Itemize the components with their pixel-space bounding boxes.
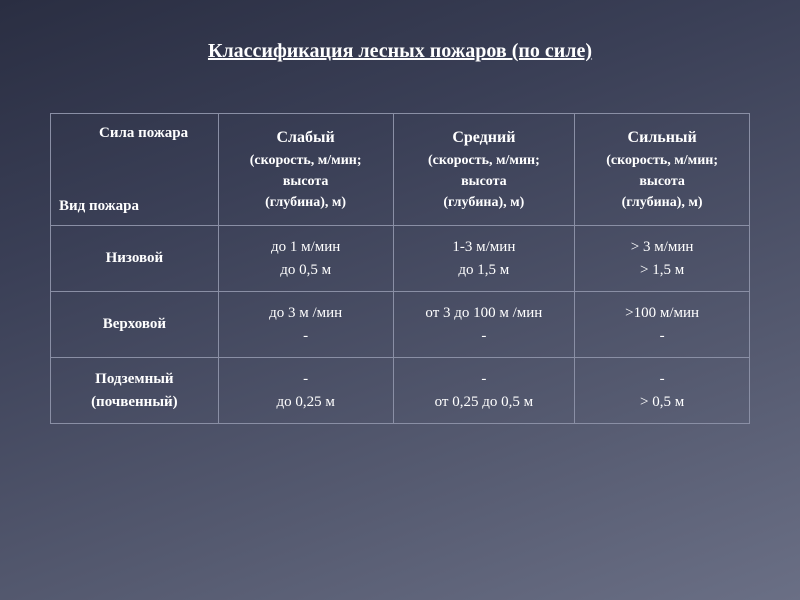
header-medium-main: Средний — [402, 126, 567, 150]
cell-line: >100 м/мин — [583, 302, 741, 325]
header-medium-sub3: (глубина), м) — [402, 192, 567, 213]
table-row: Низовой до 1 м/мин до 0,5 м 1-3 м/мин до… — [51, 226, 750, 292]
cell: до 3 м /мин - — [218, 292, 393, 358]
classification-table: Сила пожара Вид пожара Слабый (скорость,… — [50, 113, 750, 424]
cell: 1-3 м/мин до 1,5 м — [393, 226, 575, 292]
header-weak-sub3: (глубина), м) — [227, 192, 385, 213]
header-weak-sub1: (скорость, м/мин; — [227, 150, 385, 171]
cell-line: - — [227, 325, 385, 348]
header-strong: Сильный (скорость, м/мин; высота (глубин… — [575, 114, 750, 226]
corner-top-label: Сила пожара — [99, 122, 210, 145]
cell-line: 1-3 м/мин — [402, 236, 567, 259]
table-header-row: Сила пожара Вид пожара Слабый (скорость,… — [51, 114, 750, 226]
header-strong-sub2: высота — [583, 171, 741, 192]
header-medium-sub1: (скорость, м/мин; — [402, 150, 567, 171]
header-medium: Средний (скорость, м/мин; высота (глубин… — [393, 114, 575, 226]
row-label-line: (почвенный) — [59, 391, 210, 414]
cell-line: > 3 м/мин — [583, 236, 741, 259]
header-medium-sub2: высота — [402, 171, 567, 192]
table-row: Верховой до 3 м /мин - от 3 до 100 м /ми… — [51, 292, 750, 358]
cell-line: - — [227, 368, 385, 391]
row-label: Верховой — [51, 292, 219, 358]
cell-line: - — [402, 368, 567, 391]
cell-line: - — [583, 325, 741, 348]
cell-line: - — [583, 368, 741, 391]
cell-line: до 1,5 м — [402, 259, 567, 282]
slide-container: Классификация лесных пожаров (по силе) С… — [0, 0, 800, 464]
cell: до 1 м/мин до 0,5 м — [218, 226, 393, 292]
cell: > 3 м/мин > 1,5 м — [575, 226, 750, 292]
header-strong-sub3: (глубина), м) — [583, 192, 741, 213]
row-label: Подземный (почвенный) — [51, 358, 219, 424]
cell-line: от 0,25 до 0,5 м — [402, 391, 567, 414]
cell-line: до 0,5 м — [227, 259, 385, 282]
cell: >100 м/мин - — [575, 292, 750, 358]
cell-line: от 3 до 100 м /мин — [402, 302, 567, 325]
cell: - от 0,25 до 0,5 м — [393, 358, 575, 424]
row-label-line: Подземный — [59, 368, 210, 391]
cell: - > 0,5 м — [575, 358, 750, 424]
cell-line: > 1,5 м — [583, 259, 741, 282]
row-label: Низовой — [51, 226, 219, 292]
cell-line: до 3 м /мин — [227, 302, 385, 325]
header-weak-main: Слабый — [227, 126, 385, 150]
cell: от 3 до 100 м /мин - — [393, 292, 575, 358]
cell: - до 0,25 м — [218, 358, 393, 424]
table-row: Подземный (почвенный) - до 0,25 м - от 0… — [51, 358, 750, 424]
cell-line: > 0,5 м — [583, 391, 741, 414]
cell-line: до 1 м/мин — [227, 236, 385, 259]
header-strong-main: Сильный — [583, 126, 741, 150]
cell-line: - — [402, 325, 567, 348]
header-strong-sub1: (скорость, м/мин; — [583, 150, 741, 171]
header-weak-sub2: высота — [227, 171, 385, 192]
header-weak: Слабый (скорость, м/мин; высота (глубина… — [218, 114, 393, 226]
corner-bottom-label: Вид пожара — [59, 195, 210, 218]
slide-title: Классификация лесных пожаров (по силе) — [50, 40, 750, 63]
cell-line: до 0,25 м — [227, 391, 385, 414]
header-corner: Сила пожара Вид пожара — [51, 114, 219, 226]
